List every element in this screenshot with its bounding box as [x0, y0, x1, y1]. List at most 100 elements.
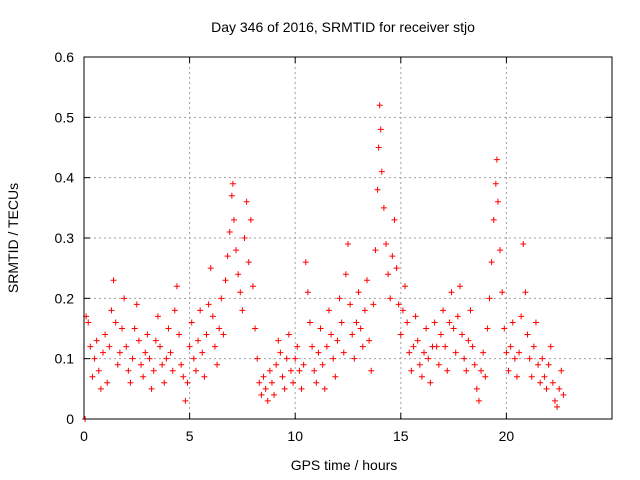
data-point — [440, 307, 447, 314]
data-point — [437, 331, 444, 338]
data-point — [375, 144, 382, 151]
data-point — [207, 265, 214, 272]
data-point — [442, 343, 449, 350]
data-point — [163, 355, 170, 362]
data-point — [543, 385, 550, 392]
data-point — [522, 289, 529, 296]
data-point — [378, 168, 385, 175]
data-point — [300, 361, 307, 368]
data-point — [370, 301, 377, 308]
data-point — [138, 361, 145, 368]
data-point — [229, 180, 236, 187]
data-point — [268, 379, 275, 386]
data-point — [290, 379, 297, 386]
data-point — [237, 289, 244, 296]
x-tick-label: 0 — [80, 428, 88, 444]
data-point — [199, 349, 206, 356]
data-point — [258, 391, 265, 398]
data-point — [283, 355, 290, 362]
data-point — [224, 253, 231, 260]
data-point — [95, 367, 102, 374]
data-point — [484, 325, 491, 332]
data-point — [389, 253, 396, 260]
data-point — [97, 385, 104, 392]
data-point — [304, 289, 311, 296]
data-point — [93, 337, 100, 344]
data-point — [465, 337, 472, 344]
data-point — [551, 397, 558, 404]
data-point — [342, 271, 349, 278]
data-point — [106, 343, 113, 350]
data-point — [414, 337, 421, 344]
data-point — [203, 331, 210, 338]
data-point — [530, 343, 537, 350]
data-point — [535, 361, 542, 368]
data-point — [325, 307, 332, 314]
data-point — [421, 349, 428, 356]
data-point — [294, 343, 301, 350]
data-point — [513, 373, 520, 380]
data-point — [127, 379, 134, 386]
data-point — [397, 331, 404, 338]
data-point — [446, 319, 453, 326]
data-point — [100, 349, 107, 356]
data-point — [230, 216, 237, 223]
data-point — [402, 283, 409, 290]
data-point — [520, 241, 527, 248]
data-point — [376, 102, 383, 109]
data-point — [306, 319, 313, 326]
y-tick-label: 0.1 — [55, 351, 75, 367]
data-point — [345, 241, 351, 248]
x-tick-label: 15 — [393, 428, 409, 444]
data-point — [385, 271, 392, 278]
data-point — [547, 343, 554, 350]
data-point — [475, 397, 482, 404]
data-point — [387, 295, 394, 302]
data-point — [353, 319, 360, 326]
data-point — [321, 385, 328, 392]
tick-layer: 0 0.1 0.2 0.3 0.4 0.5 0.6 0 5 10 15 20 — [55, 49, 612, 444]
data-point — [423, 325, 430, 332]
data-point — [315, 349, 322, 356]
data-point — [448, 289, 455, 296]
data-point — [393, 265, 400, 272]
data-point — [154, 313, 161, 320]
data-point — [412, 313, 419, 320]
data-point — [556, 385, 563, 392]
x-tick-label: 10 — [287, 428, 303, 444]
data-point — [410, 343, 417, 350]
data-point — [264, 397, 271, 404]
data-point — [241, 235, 248, 241]
data-point — [245, 259, 252, 266]
data-point — [524, 331, 531, 338]
data-point — [186, 343, 193, 350]
data-point — [285, 331, 292, 338]
data-point — [87, 343, 94, 350]
data-point — [292, 355, 299, 362]
data-point — [361, 307, 368, 314]
data-point — [374, 186, 381, 193]
data-point — [454, 313, 461, 320]
data-point — [119, 325, 126, 332]
data-point — [328, 331, 335, 338]
data-point — [450, 325, 457, 332]
data-point — [201, 373, 208, 380]
data-point — [364, 277, 371, 284]
y-tick-label: 0.6 — [55, 49, 75, 65]
data-point — [273, 361, 280, 368]
data-point — [469, 343, 476, 350]
data-point — [359, 343, 366, 350]
data-point — [395, 301, 402, 308]
data-point — [461, 355, 468, 362]
data-point — [277, 349, 284, 356]
data-point — [279, 373, 286, 380]
data-point — [121, 295, 128, 302]
data-point — [482, 373, 489, 380]
y-tick-label: 0.4 — [55, 170, 75, 186]
data-point — [256, 379, 263, 386]
data-point — [404, 319, 411, 326]
data-point — [281, 385, 288, 392]
data-point — [416, 361, 423, 368]
data-point — [131, 325, 138, 332]
data-point — [173, 283, 180, 290]
